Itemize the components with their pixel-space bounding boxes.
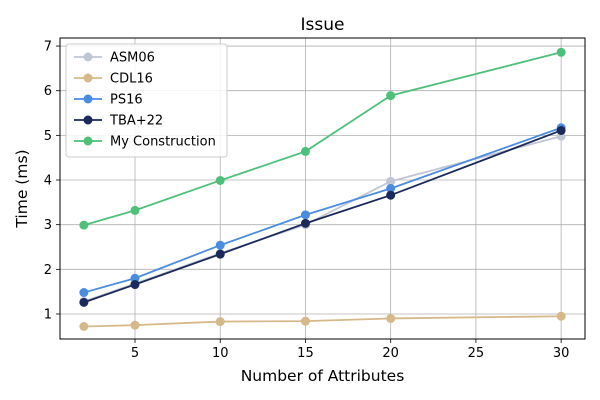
legend-item: CDL16	[74, 72, 153, 87]
series-line	[83, 126, 562, 294]
data-point	[130, 320, 140, 330]
legend-label: CDL16	[110, 72, 153, 87]
y-tick-label: 6	[44, 84, 52, 99]
data-point	[79, 220, 89, 230]
data-point	[215, 175, 225, 185]
data-point	[79, 288, 89, 298]
legend-swatch-marker	[83, 73, 93, 83]
data-point	[215, 317, 225, 327]
data-point	[386, 190, 396, 200]
y-tick-label: 5	[44, 129, 52, 144]
plot-frame	[59, 37, 586, 340]
x-tick-label: 30	[553, 346, 570, 361]
y-tick-label: 3	[44, 218, 52, 233]
data-point	[556, 125, 566, 135]
legend-item: TBA+22	[74, 114, 163, 129]
chart-title: Issue	[301, 15, 345, 35]
y-tick-label: 2	[44, 263, 52, 278]
legend-item: My Construction	[74, 135, 216, 150]
data-point	[130, 205, 140, 215]
legend-swatch-marker	[83, 115, 93, 125]
legend-label: ASM06	[110, 51, 155, 66]
data-point	[386, 91, 396, 101]
legend: ASM06 CDL16 PS16 TBA+22 My Construction	[65, 43, 228, 158]
axis-ticks: 5 10 15 20 25 30 1 2 3 4 5 6 7	[44, 40, 570, 361]
legend-label: TBA+22	[109, 114, 163, 129]
x-tick-label: 25	[468, 346, 485, 361]
series-tba-22	[79, 125, 566, 307]
data-point	[130, 280, 140, 290]
data-point	[300, 210, 310, 220]
data-point	[215, 240, 225, 250]
series-line	[83, 315, 562, 328]
data-point	[300, 316, 310, 326]
x-axis-label: Number of Attributes	[241, 367, 405, 385]
y-axis-label: Time (ms)	[13, 149, 31, 228]
data-point	[556, 47, 566, 57]
data-point	[300, 218, 310, 228]
series-line	[83, 51, 562, 226]
data-point	[386, 313, 396, 323]
x-tick-label: 5	[131, 346, 139, 361]
x-tick-label: 10	[212, 346, 229, 361]
legend-label: My Construction	[110, 135, 216, 150]
y-tick-label: 4	[44, 174, 52, 189]
series-line	[83, 129, 562, 304]
x-tick-label: 15	[297, 346, 314, 361]
data-point	[386, 184, 396, 193]
x-tick-label: 20	[382, 346, 399, 361]
data-point	[215, 249, 225, 259]
legend-box	[65, 43, 228, 158]
data-point	[130, 273, 140, 283]
legend-swatch-marker	[83, 52, 93, 62]
legend-item: PS16	[74, 93, 143, 108]
data-point	[386, 176, 396, 186]
legend-label: PS16	[110, 93, 143, 108]
series-cdl16	[79, 311, 566, 331]
data-point	[556, 311, 566, 321]
series-asm06	[79, 131, 566, 306]
data-point	[79, 321, 89, 331]
series-layer	[79, 47, 566, 331]
y-tick-label: 1	[44, 307, 52, 322]
data-point	[300, 146, 310, 156]
legend-item: ASM06	[74, 51, 155, 66]
data-point	[79, 297, 89, 307]
legend-swatch-marker	[83, 136, 93, 146]
y-tick-label: 7	[44, 40, 52, 55]
legend-swatch-marker	[83, 94, 93, 104]
series-my-construction	[79, 47, 566, 230]
